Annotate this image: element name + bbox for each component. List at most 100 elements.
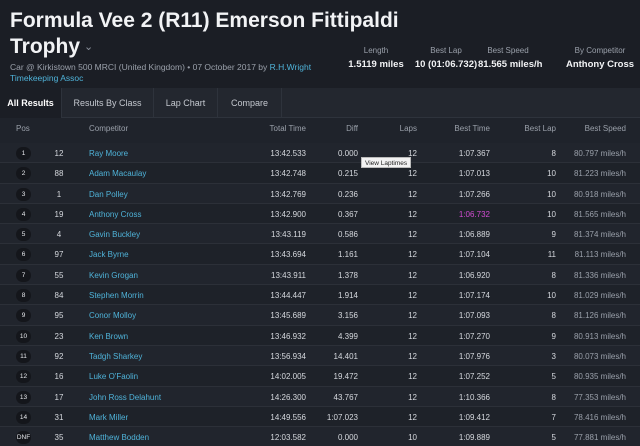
laps-count: 12 xyxy=(408,189,417,199)
car-number: 4 xyxy=(56,230,62,240)
table-row[interactable]: 4 19 Anthony Cross 13:42.900 0.367 12 1:06.732… xyxy=(0,203,640,225)
table-row[interactable]: 6 97 Jack Byrne 13:43.694 1.161 12 1:07.104 11 8… xyxy=(0,244,640,265)
best-lap-number: 10 xyxy=(547,189,556,199)
competitor-name-link[interactable]: Ken Brown xyxy=(89,331,129,341)
laps-count: 12 xyxy=(408,169,417,179)
competitor-name-link[interactable]: Conor Molloy xyxy=(89,311,137,321)
table-row[interactable]: 5 4 Gavin Buckley 13:43.119 0.586 12 1:06.889 9… xyxy=(0,224,640,245)
car-number: 88 xyxy=(54,169,64,179)
car-number: 19 xyxy=(54,209,64,219)
table-row[interactable]: 12 16 Luke O'Faolin 14:02.005 19.472 12 1:07.2… xyxy=(0,366,640,387)
table-row[interactable]: DNF 35 Matthew Bodden 12:03.582 0.000 10 1:09.… xyxy=(0,427,640,446)
laps-count: 12 xyxy=(408,209,417,219)
laps-count: 12 xyxy=(408,250,417,260)
best-time: 1:09.412 xyxy=(458,412,490,422)
table-row[interactable]: 8 84 Stephen Morrin 13:44.447 1.914 12 1:07.17… xyxy=(0,285,640,306)
car-number: 1 xyxy=(56,189,62,199)
laps-count: 10 xyxy=(408,433,417,443)
best-lap-number: 10 xyxy=(547,209,556,219)
total-time: 13:44.447 xyxy=(270,291,306,301)
car-number: 55 xyxy=(54,270,64,280)
best-lap-number: 5 xyxy=(551,372,556,382)
laps-count: 12 xyxy=(408,372,417,382)
gap-diff: 0.586 xyxy=(337,230,358,240)
competitor-name-link[interactable]: Ray Moore xyxy=(89,149,129,158)
competitor-name-link[interactable]: Mark Miller xyxy=(89,412,129,422)
tab-results-by-class[interactable]: Results By Class xyxy=(62,88,154,118)
chevron-down-icon[interactable]: ⌄ xyxy=(84,41,94,54)
best-time: 1:07.270 xyxy=(458,331,490,341)
car-number: 97 xyxy=(54,250,64,260)
total-time: 13:42.533 xyxy=(270,149,306,158)
competitor-name-link[interactable]: Stephen Morrin xyxy=(89,291,144,301)
stat-best-lap-value: 10 (01:06.732) xyxy=(414,59,478,70)
position-badge: 2 xyxy=(16,167,31,181)
tab-lap-chart[interactable]: Lap Chart xyxy=(154,88,218,118)
competitor-name-link[interactable]: Matthew Bodden xyxy=(89,433,150,443)
table-row[interactable]: 2 88 Adam Macaulay 13:42.748 0.215 12 1:07.013… xyxy=(0,163,640,184)
stat-best-speed: Best Speed 81.565 miles/h xyxy=(478,46,542,70)
best-lap-number: 8 xyxy=(551,392,556,402)
competitor-name-link[interactable]: Luke O'Faolin xyxy=(89,372,139,382)
stat-best-lap: Best Lap 10 (01:06.732) xyxy=(414,46,478,70)
table-row[interactable]: 14 31 Mark Miller 14:49.556 1:07.023 12 1:09.4… xyxy=(0,406,640,428)
best-time: 1:10.366 xyxy=(458,392,490,402)
table-row[interactable]: 10 23 Ken Brown 13:46.932 4.399 12 1:07.270 9 80… xyxy=(0,325,640,346)
col-total-time: Total Time xyxy=(269,124,306,133)
stat-length-value: 1.5119 miles xyxy=(348,59,404,70)
laps-count: 12 xyxy=(408,291,417,301)
tab-compare[interactable]: Compare xyxy=(218,88,282,118)
best-time: 1:07.252 xyxy=(458,372,490,382)
car-number: 12 xyxy=(54,149,64,158)
table-row[interactable]: 9 95 Conor Molloy 13:45.689 3.156 12 1:07.093 8… xyxy=(0,305,640,326)
total-time: 13:42.769 xyxy=(270,189,306,199)
best-speed: 77.353 miles/h xyxy=(573,392,626,402)
best-lap-number: 8 xyxy=(551,270,556,280)
view-laptimes-tooltip: View Laptimes xyxy=(361,157,412,168)
best-time: 1:07.013 xyxy=(458,169,490,179)
best-time: 1:06.732 xyxy=(458,209,490,219)
gap-diff: 1.161 xyxy=(337,250,358,260)
stat-length: Length 1.5119 miles xyxy=(338,46,414,70)
competitor-name-link[interactable]: Kevin Grogan xyxy=(89,270,138,280)
laps-count: 12 xyxy=(408,412,417,422)
car-number: 92 xyxy=(54,351,64,361)
position-badge: 5 xyxy=(16,228,31,242)
total-time: 13:43.119 xyxy=(271,230,306,240)
competitor-name-link[interactable]: Adam Macaulay xyxy=(89,169,147,179)
table-row[interactable]: 7 55 Kevin Grogan 13:43.911 1.378 12 1:06.920 8… xyxy=(0,264,640,286)
best-speed: 81.336 miles/h xyxy=(573,270,626,280)
competitor-name-link[interactable]: John Ross Delahunt xyxy=(89,392,162,402)
table-row[interactable]: 13 17 John Ross Delahunt 14:26.300 43.767 12 1… xyxy=(0,386,640,407)
best-lap-number: 8 xyxy=(551,311,556,321)
position-badge: 6 xyxy=(16,248,31,262)
event-title[interactable]: Formula Vee 2 (R11) Emerson Fittipaldi T… xyxy=(10,8,410,60)
stat-by-competitor: By Competitor Anthony Cross xyxy=(562,46,638,70)
best-speed: 80.797 miles/h xyxy=(573,149,626,158)
competitor-name-link[interactable]: Dan Polley xyxy=(89,189,128,199)
tab-all-results[interactable]: All Results xyxy=(0,88,62,118)
best-lap-number: 9 xyxy=(551,230,556,240)
best-time: 1:06.889 xyxy=(458,230,490,240)
position-badge: 14 xyxy=(16,410,31,424)
laps-count: 12 xyxy=(408,392,417,402)
car-number: 95 xyxy=(54,311,64,321)
competitor-name-link[interactable]: Tadgh Sharkey xyxy=(89,351,143,361)
gap-diff: 0.236 xyxy=(337,189,358,199)
col-competitor: Competitor xyxy=(89,124,129,133)
competitor-name-link[interactable]: Gavin Buckley xyxy=(89,230,141,240)
laps-count: 12 xyxy=(408,149,417,158)
position-badge: 11 xyxy=(16,349,31,363)
competitor-name-link[interactable]: Jack Byrne xyxy=(89,250,129,260)
table-row[interactable]: 3 1 Dan Polley 13:42.769 0.236 12 1:07.266 10 80… xyxy=(0,183,640,204)
best-time: 1:07.976 xyxy=(458,351,490,361)
best-speed: 80.913 miles/h xyxy=(573,331,626,341)
competitor-name-link[interactable]: Anthony Cross xyxy=(89,209,142,219)
table-row[interactable]: 1 12 Ray Moore 13:42.533 0.000 12 1:07.367 8 80.… xyxy=(0,143,640,164)
position-badge: 10 xyxy=(16,329,31,343)
gap-diff: 0.000 xyxy=(337,433,358,443)
table-row[interactable]: 11 92 Tadgh Sharkey 13:56.934 14.401 12 1:07.9… xyxy=(0,345,640,367)
total-time: 13:42.748 xyxy=(270,169,306,179)
organizer-link[interactable]: R.H.Wright Timekeeping Assoc xyxy=(10,62,312,83)
total-time: 14:49.556 xyxy=(270,412,306,422)
